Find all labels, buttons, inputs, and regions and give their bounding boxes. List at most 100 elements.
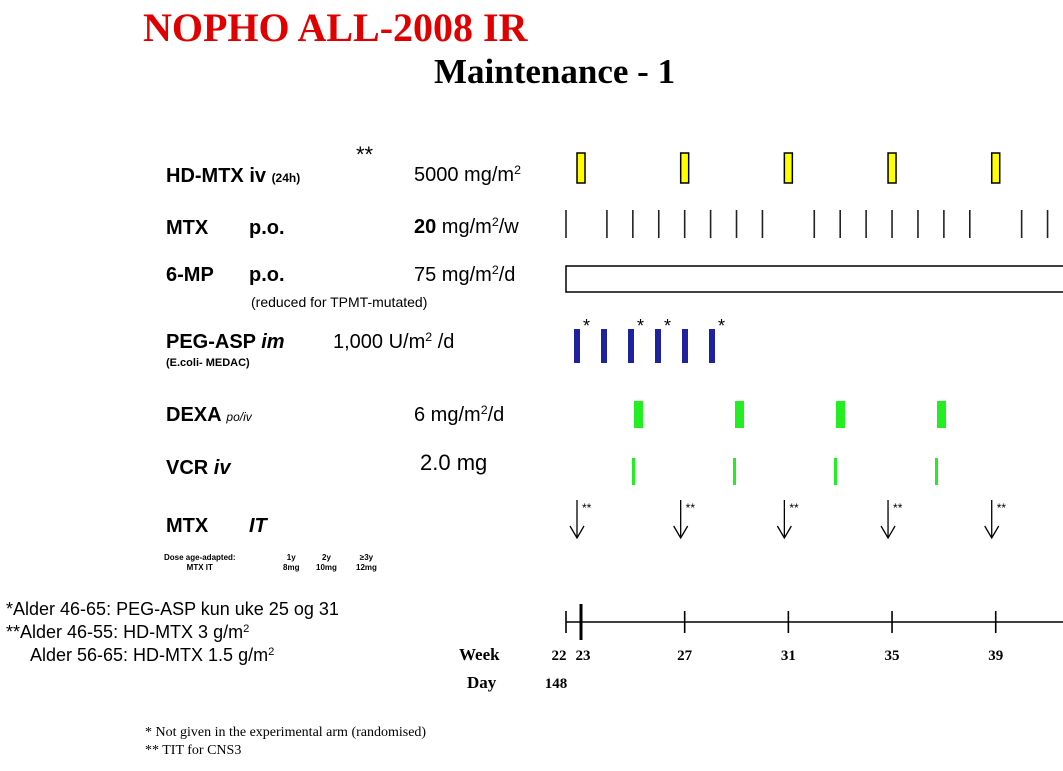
hdmtx-bar-week-31: [783, 152, 794, 184]
day-axis-value: 148: [545, 676, 568, 692]
pegasp-star-1: *: [583, 316, 590, 336]
mp6-dose: 75 mg/m2/d: [414, 264, 515, 287]
pegasp-bar-4: [655, 329, 661, 363]
pegasp-bar-3: [628, 329, 634, 363]
pegasp-dose-sup: 2: [425, 330, 433, 345]
mtx-it-route-text: IT: [249, 515, 267, 537]
footnotes: * Not given in the experimental arm (ran…: [145, 724, 426, 760]
hdmtx-bar-week-35: [887, 152, 897, 184]
hdmtx-label: HD-MTX iv (24h): [166, 165, 300, 188]
mp6-dose-sup: 2: [491, 263, 499, 278]
hdmtx-route-small: (24h): [271, 171, 301, 185]
mtx-po-dose-text: mg/m: [436, 216, 492, 238]
pegasp-bar-2: [601, 329, 607, 363]
mtx-it-col2-age: 2y: [322, 553, 331, 562]
pegasp-star-3: *: [664, 316, 671, 336]
mtx-it-age-label-2: MTX IT: [186, 563, 213, 572]
age-legend: *Alder 46-65: PEG-ASP kun uke 25 og 31 *…: [6, 598, 339, 667]
dexa-bar-3: [836, 401, 845, 428]
mtx-it-col3-age: ≥3y: [359, 553, 374, 562]
mtx-po-dose-bold: 20: [414, 216, 437, 238]
mtx-it-age-label-1: Dose age-adapted:: [164, 553, 236, 562]
it-arrow-head-week-23: [569, 525, 585, 540]
age-legend-line-2-sup: 2: [243, 622, 250, 635]
mtx-po-dose: 20 mg/m2/w: [414, 216, 519, 239]
hdmtx-dose: 5000 mg/m2: [414, 164, 521, 187]
week-axis-label-35: 35: [885, 648, 900, 664]
mp6-note: (reduced for TPMT-mutated): [251, 294, 428, 310]
week-axis-label-39: 39: [988, 648, 1003, 664]
pegasp-dose-text: 1,000 U/m: [333, 331, 426, 353]
dexa-dose-sup: 2: [480, 403, 488, 418]
pegasp-bar-1: [574, 329, 580, 363]
pegasp-dose: 1,000 U/m2 /d: [333, 331, 454, 354]
pegasp-bar-6: [709, 329, 715, 363]
mtx-it-col1-age: 1y: [286, 553, 296, 562]
vcr-tick-3: [834, 458, 837, 485]
age-legend-line-2-text: **Alder 46-55: HD-MTX 3 g/m: [6, 622, 244, 642]
it-arrow-head-week-31: [776, 525, 792, 540]
pegasp-name: PEG-ASP: [166, 331, 256, 353]
dexa-label: DEXA po/iv: [166, 404, 252, 427]
dexa-bar-2: [735, 401, 744, 428]
mtx-it-col3: ≥3y 12mg: [356, 553, 377, 573]
mp6-continuous-bar: [565, 265, 1063, 293]
mp6-dose-tail: /d: [498, 264, 516, 286]
it-arrow-marker-week-31: **: [789, 501, 799, 515]
dexa-dose-tail: /d: [487, 404, 505, 426]
day-axis-title: Day: [467, 673, 497, 692]
pegasp-star-2: *: [637, 316, 644, 336]
week-axis-title: Week: [459, 645, 500, 664]
vcr-tick-2: [733, 458, 736, 485]
dexa-bar-1: [634, 401, 643, 428]
age-legend-line-3-text: Alder 56-65: HD-MTX 1.5 g/m: [30, 645, 269, 665]
hdmtx-bar-week-27: [679, 152, 690, 184]
it-arrow-marker-week-27: **: [686, 501, 696, 515]
age-legend-line-3-sup: 2: [268, 645, 275, 658]
mtx-it-col1-dose: 8mg: [283, 563, 300, 572]
hdmtx-dose-text: 5000 mg/m: [414, 164, 515, 186]
page-title: NOPHO ALL-2008 IR: [143, 5, 528, 50]
mp6-dose-text: 75 mg/m: [414, 264, 492, 286]
dexa-route: po/iv: [226, 410, 252, 424]
age-legend-line-2: **Alder 46-55: HD-MTX 3 g/m2: [6, 621, 339, 644]
hdmtx-name: HD-MTX iv: [166, 165, 266, 187]
pegasp-star-4: *: [718, 316, 725, 336]
age-legend-line-3: Alder 56-65: HD-MTX 1.5 g/m2: [6, 644, 339, 667]
vcr-label: VCR iv: [166, 457, 230, 480]
pegasp-label: PEG-ASP im: [166, 331, 285, 354]
it-arrow-head-week-39: [984, 525, 1000, 540]
footnote-2: ** TIT for CNS3: [145, 743, 242, 758]
footnote-1: * Not given in the experimental arm (ran…: [145, 725, 427, 740]
week-axis-label-22: 22: [552, 648, 567, 664]
mtx-it-name: MTX: [166, 515, 209, 537]
mtx-it-col3-dose: 12mg: [356, 563, 377, 572]
pegasp-note: (E.coli- MEDAC): [166, 357, 250, 369]
dexa-dose-text: 6 mg/m: [414, 404, 481, 426]
page-subtitle: Maintenance - 1: [434, 52, 676, 91]
hdmtx-dose-sup: 2: [514, 163, 521, 178]
dexa-dose: 6 mg/m2/d: [414, 404, 504, 427]
mtx-it-col2-dose: 10mg: [316, 563, 337, 572]
mtx-it-route: IT: [249, 515, 267, 538]
week-axis-label-27: 27: [677, 648, 693, 664]
pegasp-bar-5: [682, 329, 688, 363]
it-arrow-marker-week-35: **: [893, 501, 903, 515]
dexa-name: DEXA: [166, 404, 221, 426]
vcr-route: iv: [213, 457, 231, 479]
mtx-it-col1: 1y 8mg: [283, 553, 299, 573]
mtx-it-col2: 2y 10mg: [316, 553, 337, 573]
hdmtx-bar-week-23: [576, 152, 586, 184]
mtx-po-dose-sup: 2: [491, 215, 499, 230]
mtx-po-route: p.o.: [249, 217, 285, 239]
pegasp-dose-tail: /d: [432, 331, 455, 353]
vcr-dose: 2.0 mg: [420, 450, 488, 475]
it-arrow-marker-week-23: **: [582, 501, 592, 515]
mp6-name: 6-MP: [166, 264, 214, 286]
vcr-tick-4: [935, 458, 938, 485]
mtx-it-age-label: Dose age-adapted: MTX IT: [164, 553, 236, 573]
it-arrow-head-week-35: [880, 525, 896, 540]
vcr-name: VCR: [166, 457, 209, 479]
vcr-tick-1: [632, 458, 635, 485]
